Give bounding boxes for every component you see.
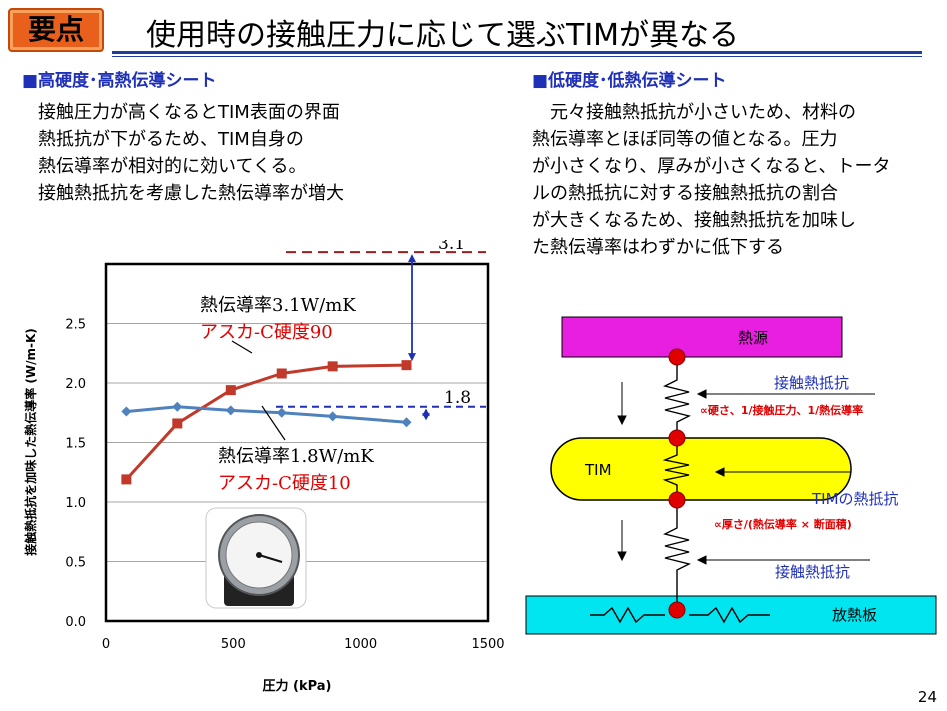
contact-resistor-bottom — [662, 500, 692, 610]
contact-formula: ∝硬さ、1/接触圧力、1/熱伝導率 — [700, 403, 863, 417]
left-paragraph: 接触圧力が高くなるとTIM表面の界面 熱抵抗が下がるため、TIM自身の 熱伝導率… — [38, 99, 344, 207]
tim-label: TIM — [584, 461, 612, 479]
node-tim-bottom — [668, 491, 686, 509]
title-rule — [112, 51, 922, 54]
node-heatsink — [668, 601, 686, 619]
pressure-conductivity-chart: 0.0 0.5 1.0 1.5 2.0 2.5 0 500 1000 1500 接触熱抵抗を加味… — [23, 240, 505, 694]
right-heading: ■低硬度･低熱伝導シート — [532, 71, 727, 91]
data-point — [276, 407, 287, 418]
ref-label-3-1: 3.1 — [438, 240, 465, 254]
series-line-2 — [126, 405, 407, 424]
heatsink-resistor-left — [590, 606, 665, 624]
contact-resistor-top — [662, 357, 692, 438]
data-point — [172, 418, 183, 429]
x-axis-label: 圧力 (kPa) — [262, 678, 331, 694]
data-point — [225, 385, 236, 396]
arrowhead — [422, 413, 430, 421]
y-tick-label: 0.5 — [65, 556, 86, 571]
data-point — [327, 361, 338, 372]
y-tick-labels: 0.0 0.5 1.0 1.5 2.0 2.5 — [65, 318, 86, 631]
contact-resistance-bottom-label: 接触熱抵抗 — [775, 563, 850, 581]
data-point — [121, 406, 132, 417]
series-line-1 — [125, 363, 407, 481]
durometer-image — [205, 507, 307, 609]
heat-source-block — [561, 316, 843, 358]
pointer-arrows — [696, 389, 875, 565]
node-source — [668, 348, 686, 366]
page-title: 使用時の接触圧力に応じて選ぶTIMが異なる — [146, 18, 740, 53]
pointer-blue-series — [261, 405, 286, 441]
x-tick-label: 1500 — [471, 637, 504, 652]
right-line-3: が小さくなり、厚みが小さくなると、トータ — [532, 156, 891, 177]
contact-resistance-top-label: 接触熱抵抗 — [774, 374, 849, 392]
left-heading: ■高硬度･高熱伝導シート — [22, 71, 217, 91]
data-point — [401, 360, 412, 371]
right-line-5: が大きくなるため、接触熱抵抗を加味し — [532, 210, 856, 231]
y-tick-label: 0.0 — [65, 615, 86, 630]
key-point-badge: 要点 — [8, 8, 104, 52]
data-point — [172, 401, 183, 412]
thermal-resistance-diagram: 熱源 TIM 放熱板 接触熱抵抗 ∝硬さ、1/接触圧力、1/熱伝導率 TIMの熱… — [525, 316, 937, 635]
left-line-3: 熱伝導率が相対的に効いてくる。 — [38, 156, 307, 177]
chart-gridlines — [106, 323, 488, 562]
right-line-1: 元々接触熱抵抗が小さいため、材料の — [532, 102, 856, 123]
heatsink-label: 放熱板 — [832, 606, 877, 624]
heat-source-label: 熱源 — [738, 329, 768, 347]
page-number: 24 — [917, 688, 937, 706]
label-3-1-conductivity: 熱伝導率3.1W/mK — [200, 295, 356, 316]
node-markers — [668, 348, 686, 619]
tim-resistance-label: TIMの熱抵抗 — [811, 490, 899, 508]
data-point — [401, 417, 412, 428]
label-hardness-10: アスカ-C硬度10 — [218, 473, 351, 494]
label-hardness-90: アスカ-C硬度90 — [200, 322, 333, 343]
left-line-1: 接触圧力が高くなるとTIM表面の界面 — [38, 102, 340, 123]
x-tick-label: 500 — [221, 637, 246, 652]
data-point — [225, 405, 236, 416]
y-tick-label: 1.5 — [65, 437, 86, 452]
data-point — [327, 411, 338, 422]
data-point — [276, 368, 287, 379]
resistor-chain — [590, 357, 770, 624]
heatsink-resistor-right — [689, 606, 770, 624]
plot-area-border — [104, 262, 490, 623]
node-tim-top — [668, 429, 686, 447]
ref-label-1-8: 1.8 — [444, 388, 471, 408]
heat-flow-arrows — [617, 382, 627, 562]
tim-block — [550, 437, 852, 501]
chart-series — [121, 254, 430, 485]
y-tick-label: 1.0 — [65, 496, 86, 511]
left-line-4: 接触熱抵抗を考慮した熱伝導率が増大 — [38, 183, 344, 204]
title-rule-thin — [112, 56, 922, 57]
tim-resistor — [662, 438, 690, 500]
y-axis-label: 接触熱抵抗を加味した熱伝導率 (W/m-K) — [23, 328, 38, 556]
y-tick-label: 2.0 — [65, 377, 86, 392]
label-1-8-conductivity: 熱伝導率1.8W/mK — [218, 446, 374, 467]
data-point — [121, 474, 132, 485]
arrowhead — [408, 353, 416, 362]
left-line-2: 熱抵抗が下がるため、TIM自身の — [38, 129, 304, 150]
x-tick-label: 0 — [102, 637, 110, 652]
x-tick-label: 1000 — [344, 637, 377, 652]
x-tick-labels: 0 500 1000 1500 — [102, 637, 505, 652]
y-tick-label: 2.5 — [65, 318, 86, 333]
right-line-2: 熱伝導率とほぼ同等の値となる。圧力 — [532, 129, 838, 150]
right-line-4: ルの熱抵抗に対する接触熱抵抗の割合 — [532, 183, 838, 204]
pointer-red-series — [231, 340, 253, 354]
tim-formula: ∝厚さ/(熱伝導率 × 断面積) — [714, 517, 852, 531]
right-line-6: た熱伝導率はわずかに低下する — [532, 237, 784, 258]
arrowhead — [408, 254, 416, 263]
right-paragraph: 元々接触熱抵抗が小さいため、材料の 熱伝導率とほぼ同等の値となる。圧力 が小さく… — [532, 99, 891, 261]
